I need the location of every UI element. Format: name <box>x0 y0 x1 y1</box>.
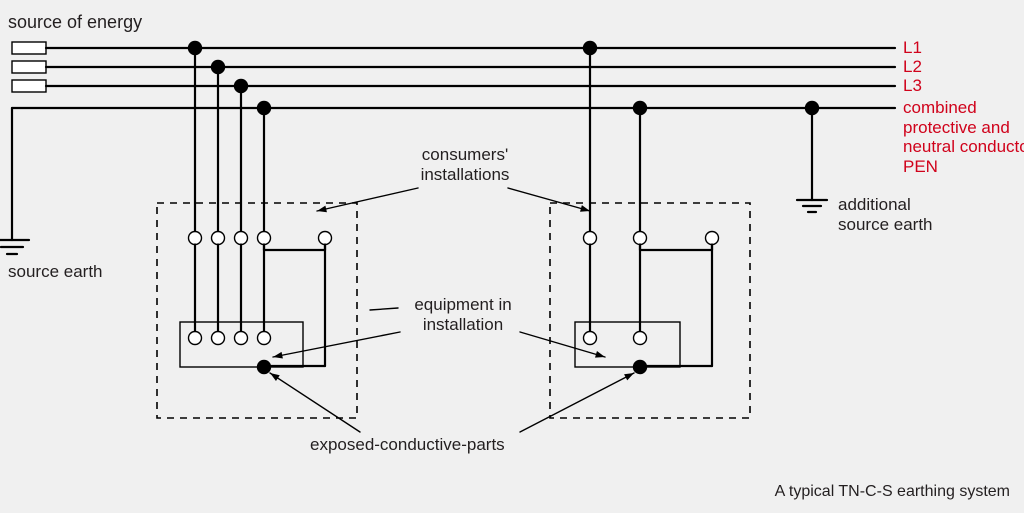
caption: A typical TN-C-S earthing system <box>775 483 1010 501</box>
diagram-stage: L1L2L3combined protective and neutral co… <box>0 0 1024 513</box>
label-exposed: exposed-conductive-parts <box>310 435 505 455</box>
label-source-of-energy: source of energy <box>8 12 142 33</box>
diagram-svg <box>0 0 1024 513</box>
label-source-earth: source earth <box>8 262 103 282</box>
label-consumers: consumers' installations <box>400 145 530 184</box>
label-l1: L1 <box>903 38 922 58</box>
label-l2: L2 <box>903 57 922 77</box>
label-pen: combined protective and neutral conducto… <box>903 98 1024 176</box>
label-equipment: equipment in installation <box>398 295 528 334</box>
label-additional-earth: additional source earth <box>838 195 933 234</box>
label-l3: L3 <box>903 76 922 96</box>
